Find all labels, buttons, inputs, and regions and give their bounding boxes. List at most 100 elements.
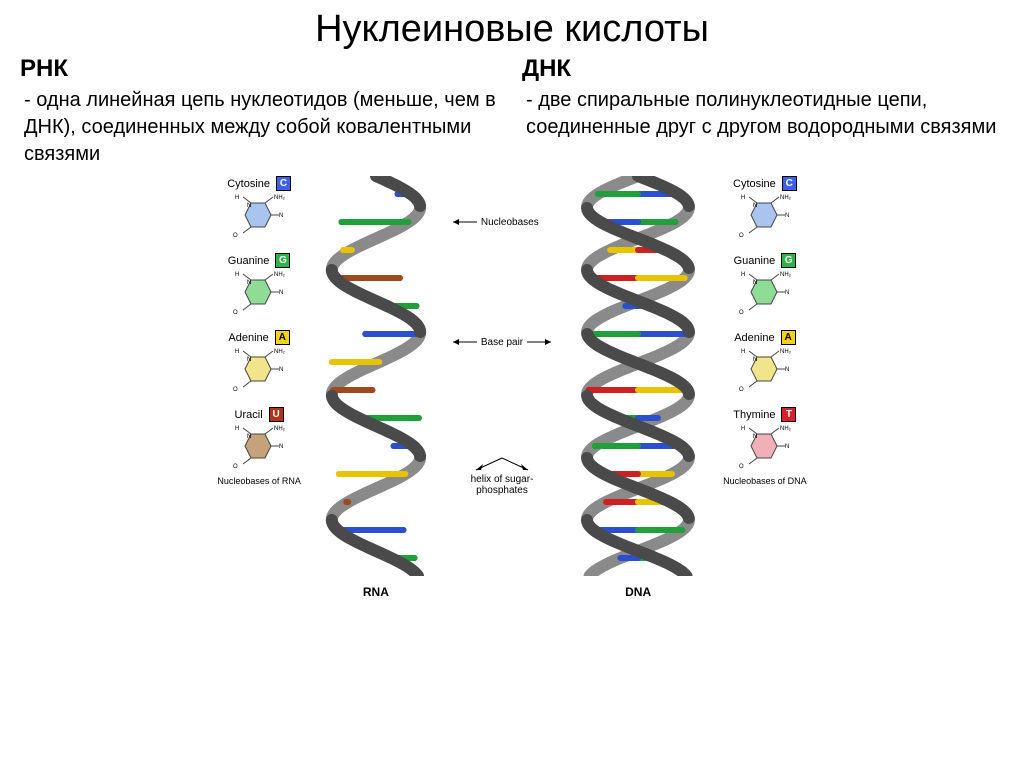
svg-text:H: H (741, 195, 745, 201)
molecule-icon: NH₂ O N N H (739, 347, 791, 393)
molecule-icon: NH₂ O N N H (739, 193, 791, 239)
base-tag: G (781, 253, 796, 268)
base-tag: G (275, 253, 290, 268)
molecule-icon: NH₂ O N N H (739, 270, 791, 316)
dna-description: - две спиральные полинуклеотидные цепи, … (526, 87, 1004, 141)
diagram-area: Cytosine C NH₂ O N N H Guanine G NH₂ O N… (0, 176, 1024, 599)
callout-nucleobases-text: Nucleobases (481, 217, 539, 228)
svg-text:N: N (247, 357, 251, 363)
svg-text:N: N (247, 203, 251, 209)
svg-text:H: H (235, 349, 239, 355)
base-name: Cytosine (733, 178, 776, 190)
base-name: Guanine (228, 255, 270, 267)
base-item: Cytosine C NH₂ O N N H (723, 176, 807, 239)
svg-text:N: N (753, 280, 757, 286)
base-name: Thymine (733, 409, 775, 421)
arrow-split-icon (472, 456, 532, 472)
base-item: Thymine T NH₂ O N N H (723, 407, 807, 470)
callout-basepair: Base pair (451, 336, 553, 348)
base-item: Cytosine C NH₂ O N N H (217, 176, 301, 239)
base-item: Guanine G NH₂ O N N H (217, 253, 301, 316)
svg-text:O: O (739, 233, 744, 239)
rna-base-legend: Cytosine C NH₂ O N N H Guanine G NH₂ O N… (217, 176, 301, 470)
molecule-icon: NH₂ O N N H (233, 424, 285, 470)
callout-nucleobases: Nucleobases (451, 216, 553, 228)
dna-helix-icon (563, 176, 713, 576)
base-item: Adenine A NH₂ O N N H (217, 330, 301, 393)
rna-legend-caption: Nucleobases of RNA (217, 476, 301, 486)
svg-text:NH₂: NH₂ (780, 349, 791, 355)
rna-column: РНК - одна линейная цепь нуклеотидов (ме… (20, 55, 502, 168)
svg-text:NH₂: NH₂ (274, 349, 285, 355)
base-item: Uracil U NH₂ O N N H (217, 407, 301, 470)
svg-text:N: N (279, 367, 283, 373)
base-tag: A (781, 330, 796, 345)
svg-text:N: N (785, 367, 789, 373)
svg-text:O: O (739, 387, 744, 393)
arrow-icon (525, 336, 553, 348)
base-name: Cytosine (227, 178, 270, 190)
svg-text:O: O (739, 310, 744, 316)
rna-description: - одна линейная цепь нуклеотидов (меньше… (24, 87, 502, 168)
rna-heading: РНК (20, 55, 502, 83)
svg-text:NH₂: NH₂ (780, 426, 791, 432)
svg-text:H: H (235, 195, 239, 201)
svg-text:N: N (247, 280, 251, 286)
base-name: Adenine (734, 332, 774, 344)
svg-text:O: O (233, 310, 238, 316)
svg-text:N: N (785, 290, 789, 296)
rna-helix-icon (311, 176, 441, 576)
molecule-icon: NH₂ O N N H (233, 347, 285, 393)
svg-text:N: N (785, 444, 789, 450)
svg-text:N: N (279, 213, 283, 219)
base-name: Adenine (228, 332, 268, 344)
svg-text:H: H (741, 426, 745, 432)
svg-text:H: H (741, 272, 745, 278)
rna-strand-label: RNA (311, 585, 441, 599)
svg-text:N: N (279, 290, 283, 296)
svg-text:H: H (235, 426, 239, 432)
svg-text:N: N (753, 357, 757, 363)
base-tag: T (781, 407, 796, 422)
svg-text:O: O (233, 387, 238, 393)
base-tag: C (782, 176, 797, 191)
dna-heading: ДНК (522, 55, 1004, 83)
arrow-icon (451, 336, 479, 348)
base-item: Guanine G NH₂ O N N H (723, 253, 807, 316)
svg-text:N: N (279, 444, 283, 450)
rna-block: Cytosine C NH₂ O N N H Guanine G NH₂ O N… (217, 176, 301, 599)
base-name: Uracil (235, 409, 263, 421)
dna-strand-label: DNA (563, 585, 713, 599)
arrow-icon (451, 216, 479, 228)
molecule-icon: NH₂ O N N H (233, 270, 285, 316)
molecule-icon: NH₂ O N N H (739, 424, 791, 470)
svg-text:NH₂: NH₂ (274, 272, 285, 278)
svg-text:H: H (741, 349, 745, 355)
svg-text:O: O (233, 233, 238, 239)
svg-text:NH₂: NH₂ (274, 426, 285, 432)
rna-strand-container: RNA (311, 176, 441, 599)
callout-helix-text: helix of sugar-phosphates (457, 474, 547, 496)
callout-helix: helix of sugar-phosphates (451, 456, 553, 496)
dna-legend-caption: Nucleobases of DNA (723, 476, 807, 486)
base-name: Guanine (734, 255, 776, 267)
callout-basepair-text: Base pair (481, 337, 523, 348)
svg-text:NH₂: NH₂ (274, 195, 285, 201)
svg-text:H: H (235, 272, 239, 278)
base-tag: A (275, 330, 290, 345)
molecule-icon: NH₂ O N N H (233, 193, 285, 239)
svg-text:N: N (247, 434, 251, 440)
svg-text:N: N (753, 434, 757, 440)
base-tag: C (276, 176, 291, 191)
dna-column: ДНК - две спиральные полинуклеотидные це… (522, 55, 1004, 168)
svg-text:N: N (753, 203, 757, 209)
svg-text:N: N (785, 213, 789, 219)
dna-block: Cytosine C NH₂ O N N H Guanine G NH₂ O N… (723, 176, 807, 599)
dna-strand-container: DNA (563, 176, 713, 599)
svg-text:O: O (233, 464, 238, 470)
dna-base-legend: Cytosine C NH₂ O N N H Guanine G NH₂ O N… (723, 176, 807, 470)
description-columns: РНК - одна линейная цепь нуклеотидов (ме… (0, 55, 1024, 168)
callout-column: Nucleobases Base pair helix of sugar-pho… (451, 176, 553, 536)
svg-text:NH₂: NH₂ (780, 272, 791, 278)
page-title: Нуклеиновые кислоты (0, 0, 1024, 55)
